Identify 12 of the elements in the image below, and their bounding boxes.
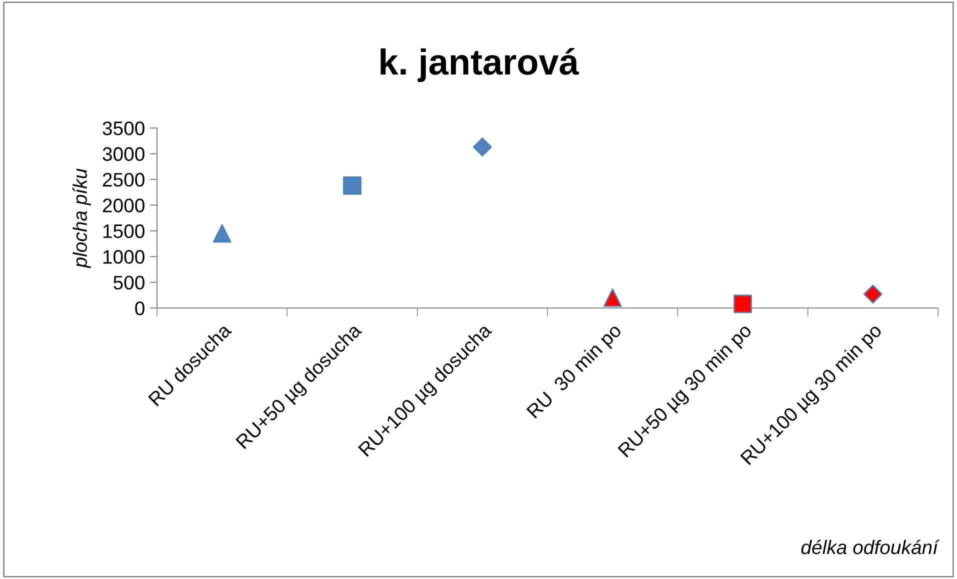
y-tick-label: 2000 bbox=[102, 198, 144, 212]
y-tick-label: 500 bbox=[114, 276, 144, 290]
chart-title: k. jantarová bbox=[380, 48, 579, 82]
y-tick-label: 3000 bbox=[102, 147, 144, 161]
y-tick-label: 1000 bbox=[103, 250, 144, 264]
y-tick-label: 1500 bbox=[103, 224, 144, 238]
y-tick-label: 0 bbox=[135, 301, 144, 316]
y-axis-title: plocha píku bbox=[72, 168, 91, 268]
y-tick-label: 3500 bbox=[102, 121, 144, 136]
x-tick-label: RU 30 min po bbox=[526, 322, 625, 422]
x-axis-title: délka odfoukání bbox=[801, 540, 940, 554]
y-tick-label: 2500 bbox=[102, 172, 144, 187]
